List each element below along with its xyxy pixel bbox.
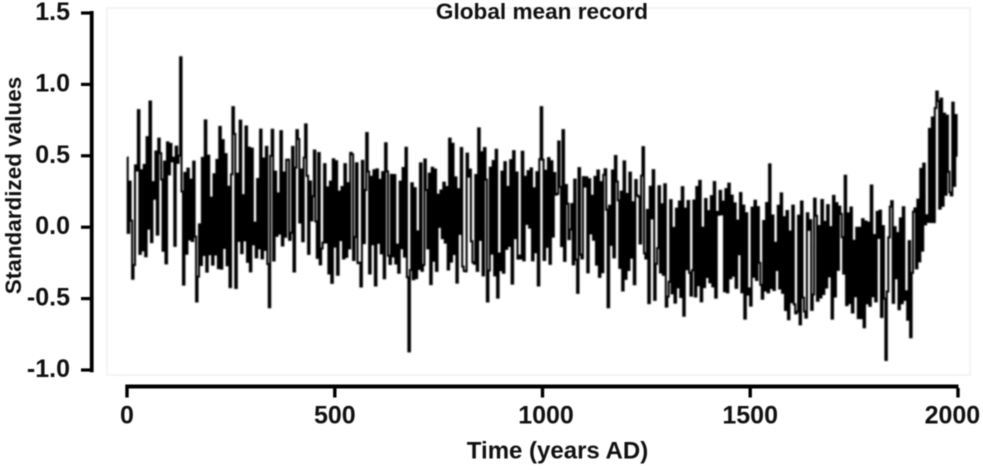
svg-text:1.0: 1.0 [35,69,70,97]
svg-text:0.0: 0.0 [35,212,70,240]
svg-text:0: 0 [120,402,134,430]
svg-text:Time (years AD): Time (years AD) [467,438,648,465]
svg-text:-0.5: -0.5 [27,284,70,312]
svg-text:1500: 1500 [722,402,778,430]
svg-text:Standardized values: Standardized values [1,77,26,295]
svg-text:500: 500 [314,402,356,430]
svg-text:Global mean record: Global mean record [436,0,648,24]
svg-text:2000: 2000 [925,402,981,430]
svg-text:0.5: 0.5 [35,141,70,169]
svg-text:1000: 1000 [518,402,574,430]
svg-text:1.5: 1.5 [35,0,70,26]
svg-text:-1.0: -1.0 [27,355,70,383]
